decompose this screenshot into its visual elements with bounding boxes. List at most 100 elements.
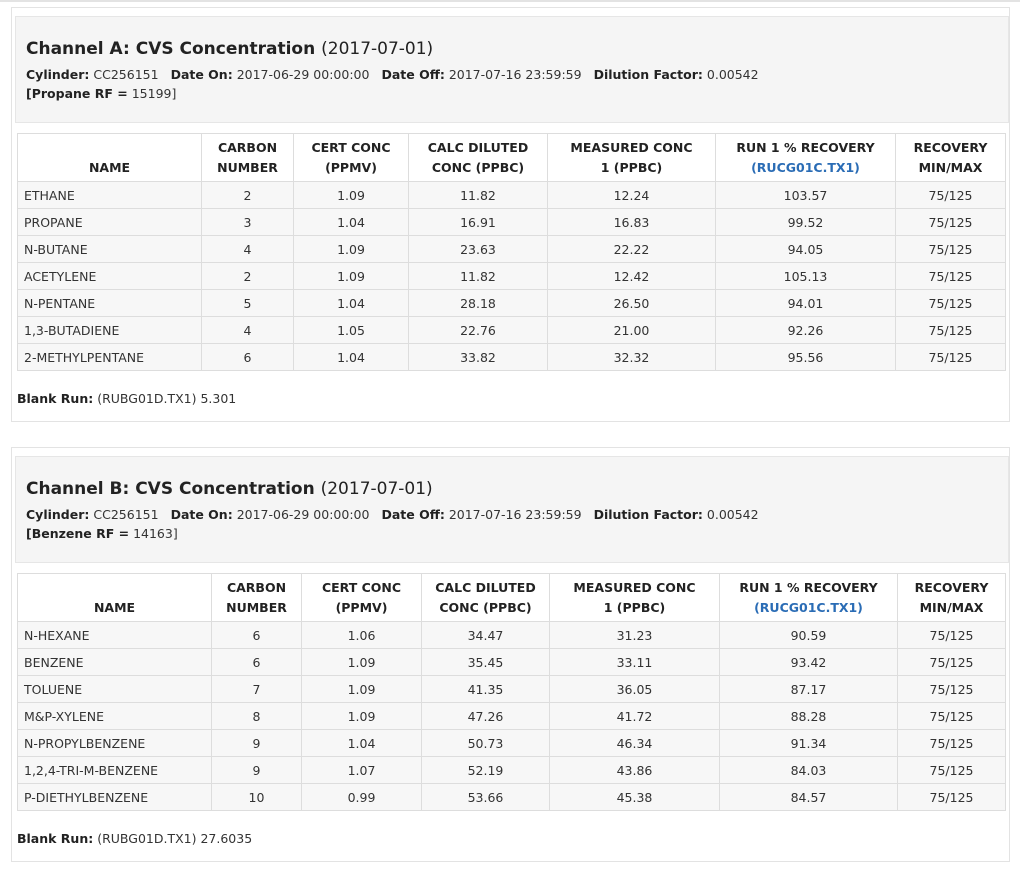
- table-row: N-PROPYLBENZENE 9 1.04 50.73 46.34 91.34 75/12…: [17, 729, 1006, 757]
- column-header: CERT CONC (PPMV): [293, 133, 409, 182]
- column-header: NAME: [17, 573, 212, 622]
- table-cell: P-DIETHYLBENZENE: [17, 783, 212, 811]
- table-cell: 26.50: [547, 289, 716, 317]
- table-cell: 47.26: [421, 702, 550, 730]
- column-header: CARBON NUMBER: [201, 133, 294, 182]
- table-cell: 12.24: [547, 181, 716, 209]
- table-cell: 50.73: [421, 729, 550, 757]
- panel-title: Channel B: CVS Concentration (2017-07-01…: [26, 479, 1008, 499]
- header-text: CALC DILUTED: [427, 140, 529, 155]
- column-header: CARBON NUMBER: [211, 573, 302, 622]
- header-text: RUN 1 % RECOVERY: [739, 580, 878, 595]
- table-cell: 1.09: [301, 675, 422, 703]
- header-text: CERT CONC: [311, 140, 391, 155]
- table-cell: 10: [211, 783, 302, 811]
- header-text: (PPMV): [325, 160, 377, 175]
- header-row: NAME CARBON NUMBER CERT CONC (PPMV) CALC DILU…: [17, 573, 1006, 622]
- column-header: RECOVERY MIN/MAX: [895, 133, 1006, 182]
- table-cell: 0.99: [301, 783, 422, 811]
- blank-run: Blank Run: (RUBG01D.TX1) 27.6035: [17, 831, 1009, 846]
- blank-run-label: Blank Run:: [17, 391, 94, 406]
- panel: Channel B: CVS Concentration (2017-07-01…: [11, 447, 1010, 862]
- table-cell: 84.57: [719, 783, 898, 811]
- table-cell: 8: [211, 702, 302, 730]
- table-cell: 12.42: [547, 262, 716, 290]
- header-text: (PPMV): [335, 600, 388, 615]
- field-label: Cylinder:: [26, 67, 90, 82]
- table-cell: 103.57: [715, 181, 896, 209]
- table-cell: 35.45: [421, 648, 550, 676]
- table-cell: 75/125: [895, 289, 1006, 317]
- table-cell: M&P-XYLENE: [17, 702, 212, 730]
- header-text: NAME: [93, 600, 136, 615]
- table-cell: 1.09: [301, 648, 422, 676]
- rf-label: [Benzene RF =: [26, 526, 130, 541]
- header-text: CERT CONC: [321, 580, 402, 595]
- table-cell: 34.47: [421, 621, 550, 649]
- table-cell: ETHANE: [17, 181, 202, 209]
- table-cell: 21.00: [547, 316, 716, 344]
- table-cell: 75/125: [897, 729, 1006, 757]
- table-cell: 75/125: [897, 702, 1006, 730]
- blank-run-value: (RUBG01D.TX1) 27.6035: [97, 831, 253, 846]
- table-cell: 9: [211, 756, 302, 784]
- table-cell: N-PROPYLBENZENE: [17, 729, 212, 757]
- header-text: RUN 1 % RECOVERY: [736, 140, 875, 155]
- table-cell: 16.83: [547, 208, 716, 236]
- field-value: CC256151: [93, 507, 159, 522]
- table-cell: N-HEXANE: [17, 621, 212, 649]
- table-cell: 41.35: [421, 675, 550, 703]
- table-cell: 1.04: [293, 289, 409, 317]
- table-row: M&P-XYLENE 8 1.09 47.26 41.72 88.28 75/125: [17, 702, 1006, 730]
- table-cell: 84.03: [719, 756, 898, 784]
- header-text: CARBON: [226, 580, 287, 595]
- data-table: NAME CARBON NUMBER CERT CONC (PPMV) CALC DILU…: [17, 133, 1006, 371]
- info-field: Dilution Factor: 0.00542: [594, 507, 759, 522]
- header-text: NAME: [88, 160, 131, 175]
- field-label: Date On:: [170, 507, 233, 522]
- panel: Channel A: CVS Concentration (2017-07-01…: [11, 7, 1010, 422]
- table-cell: 2-METHYLPENTANE: [17, 343, 202, 371]
- table-row: ACETYLENE 2 1.09 11.82 12.42 105.13 75/125: [17, 262, 1006, 290]
- table-row: N-BUTANE 4 1.09 23.63 22.22 94.05 75/125: [17, 235, 1006, 263]
- column-header: RUN 1 % RECOVERY (RUCG01C.TX1): [719, 573, 898, 622]
- header-text: CONC (PPBC): [439, 600, 532, 615]
- info-line: Cylinder: CC256151 Date On: 2017-06-29 00…: [26, 67, 1008, 82]
- panel-header: Channel B: CVS Concentration (2017-07-01…: [15, 456, 1009, 563]
- table-cell: 11.82: [408, 181, 548, 209]
- table-cell: 75/125: [897, 648, 1006, 676]
- table-cell: N-PENTANE: [17, 289, 202, 317]
- rf-value: 15199]: [131, 86, 177, 101]
- table-cell: 23.63: [408, 235, 548, 263]
- field-label: Date Off:: [381, 507, 445, 522]
- column-header: CALC DILUTED CONC (PPBC): [421, 573, 550, 622]
- rf-value: 14163]: [133, 526, 178, 541]
- header-text: 1 (PPBC): [600, 160, 663, 175]
- table-cell: 36.05: [549, 675, 720, 703]
- column-header: MEASURED CONC 1 (PPBC): [547, 133, 716, 182]
- header-text: CONC (PPBC): [431, 160, 525, 175]
- blank-run-label: Blank Run:: [17, 831, 94, 846]
- title-date: (2017-07-01): [321, 39, 434, 59]
- table-cell: ACETYLENE: [17, 262, 202, 290]
- table-cell: 1.09: [293, 181, 409, 209]
- header-text: MIN/MAX: [919, 600, 984, 615]
- table-cell: 1.06: [301, 621, 422, 649]
- info-field: Date On: 2017-06-29 00:00:00: [171, 507, 370, 522]
- table-cell: PROPANE: [17, 208, 202, 236]
- file-link[interactable]: (RUCG01C.TX1): [751, 160, 860, 175]
- panel-header: Channel A: CVS Concentration (2017-07-01…: [15, 16, 1009, 123]
- table-row: PROPANE 3 1.04 16.91 16.83 99.52 75/125: [17, 208, 1006, 236]
- table-cell: 94.05: [715, 235, 896, 263]
- table-cell: 3: [201, 208, 294, 236]
- table-cell: 9: [211, 729, 302, 757]
- file-link[interactable]: (RUCG01C.TX1): [754, 600, 863, 615]
- table-cell: 90.59: [719, 621, 898, 649]
- header-text: RECOVERY: [913, 140, 988, 155]
- info-field: Date Off: 2017-07-16 23:59:59: [381, 507, 581, 522]
- table-cell: 6: [211, 621, 302, 649]
- header-text: CARBON: [217, 140, 278, 155]
- table-cell: 22.22: [547, 235, 716, 263]
- field-label: Dilution Factor:: [593, 67, 703, 82]
- table-row: P-DIETHYLBENZENE 10 0.99 53.66 45.38 84.57 75/…: [17, 783, 1006, 811]
